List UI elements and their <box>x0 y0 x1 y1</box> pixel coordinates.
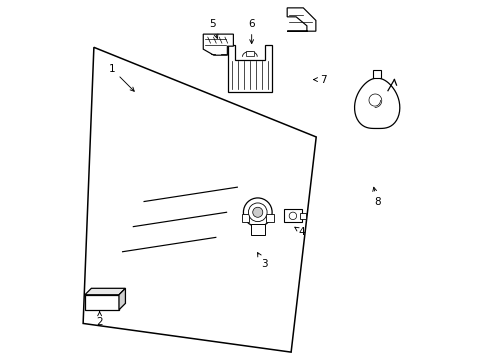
Text: 2: 2 <box>96 311 102 327</box>
Circle shape <box>288 212 296 220</box>
Polygon shape <box>354 78 399 129</box>
Bar <box>266 214 273 222</box>
Bar <box>372 70 381 78</box>
Polygon shape <box>85 295 119 310</box>
Bar <box>300 213 305 219</box>
Text: 5: 5 <box>208 19 218 39</box>
Polygon shape <box>119 288 125 310</box>
Bar <box>283 209 302 222</box>
Text: 1: 1 <box>108 64 134 91</box>
Text: 4: 4 <box>294 227 305 237</box>
Circle shape <box>243 198 271 226</box>
Bar <box>242 214 249 222</box>
Polygon shape <box>85 288 125 295</box>
Polygon shape <box>203 34 233 55</box>
Polygon shape <box>83 47 316 352</box>
Text: 6: 6 <box>248 19 254 44</box>
Polygon shape <box>286 8 315 31</box>
Polygon shape <box>227 45 271 92</box>
Bar <box>250 225 264 234</box>
Text: 7: 7 <box>313 75 326 85</box>
Bar <box>246 51 253 57</box>
Circle shape <box>252 207 262 217</box>
Text: 3: 3 <box>257 253 267 269</box>
Text: 8: 8 <box>372 187 380 207</box>
Circle shape <box>248 203 266 222</box>
